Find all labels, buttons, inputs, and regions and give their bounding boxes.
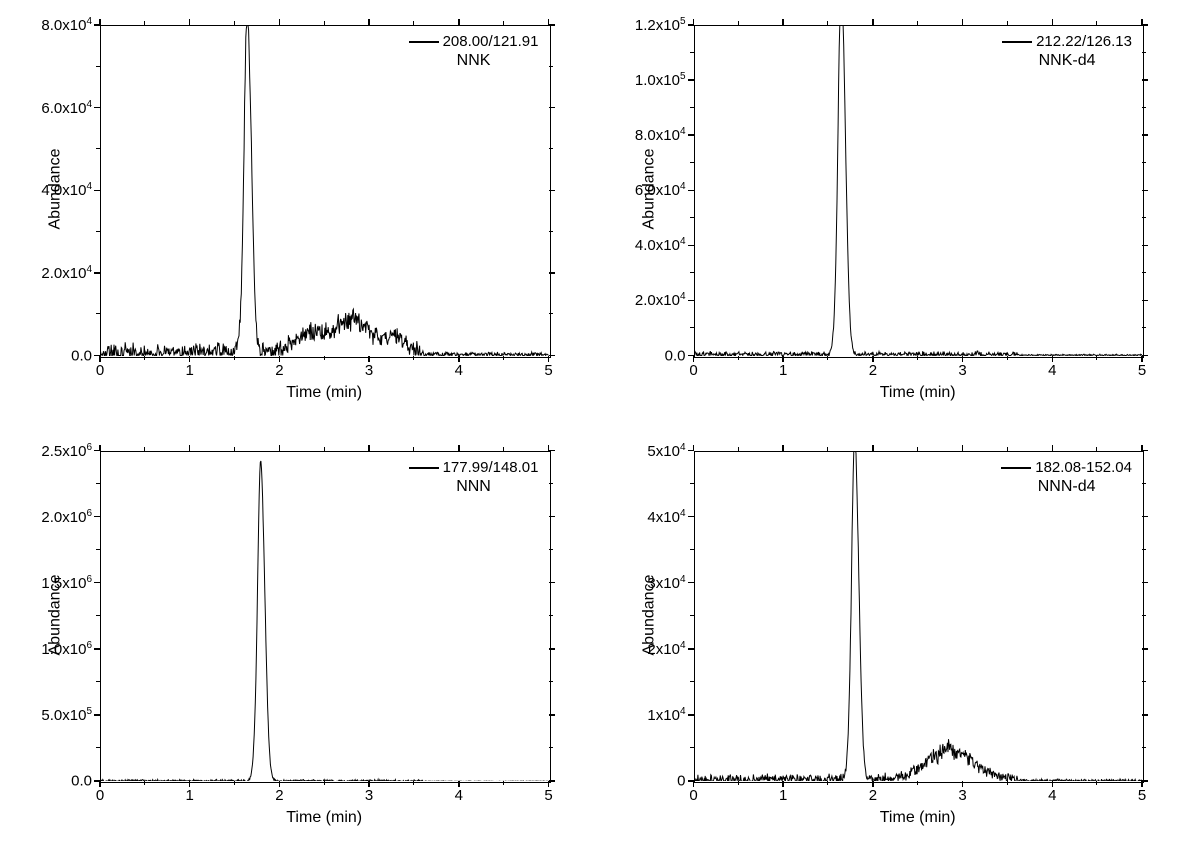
xlabel: Time (min) [880, 384, 956, 402]
panel-nnk: 0123450.02.0x1044.0x1046.0x1048.0x104Abu… [10, 10, 564, 416]
ytick-label: 1x104 [616, 706, 686, 724]
ytick-label: 5.0x105 [22, 706, 92, 724]
ytick-label: 0 [616, 773, 686, 790]
xtick-label: 4 [1048, 787, 1056, 804]
xtick-label: 5 [1138, 362, 1146, 379]
ytick-label: 0.0 [22, 347, 92, 364]
xtick-label: 1 [779, 362, 787, 379]
xtick-label: 3 [958, 787, 966, 804]
panel-nnn: 0123450.05.0x1051.0x1061.5x1062.0x1062.5… [10, 436, 564, 842]
ylabel: Abundance [640, 574, 658, 655]
xtick-label: 4 [455, 787, 463, 804]
ytick-label: 2.5x106 [22, 442, 92, 460]
xtick-label: 1 [186, 787, 194, 804]
ytick-label: 0.0 [22, 773, 92, 790]
ytick-label: 0.0 [616, 347, 686, 364]
xtick-label: 5 [544, 787, 552, 804]
xlabel: Time (min) [286, 809, 362, 827]
xlabel: Time (min) [880, 809, 956, 827]
panel-nnn-d4: 01234501x1042x1043x1044x1045x104Abundanc… [604, 436, 1158, 842]
ytick-label: 4.0x104 [616, 236, 686, 254]
xlabel: Time (min) [286, 384, 362, 402]
ytick-label: 2.0x104 [616, 291, 686, 309]
xtick-label: 3 [958, 362, 966, 379]
xtick-label: 5 [544, 362, 552, 379]
xtick-label: 3 [365, 787, 373, 804]
xtick-label: 4 [455, 362, 463, 379]
chart-grid: 0 1 2 3 4 5 0.0 2.0x104 4.0x104 6.0x104 8.0x104 Abu… [0, 0, 1177, 851]
xtick-label: 5 [1138, 787, 1146, 804]
xtick-label: 2 [275, 362, 283, 379]
ytick-label: 1.2x105 [616, 16, 686, 34]
ytick-label: 8.0x104 [616, 126, 686, 144]
xtick-label: 4 [1048, 362, 1056, 379]
ytick-label: 2.0x106 [22, 508, 92, 526]
xtick-label: 3 [365, 362, 373, 379]
xtick-label: 1 [186, 362, 194, 379]
ytick-label: 6.0x104 [22, 99, 92, 117]
ytick-label: 4x104 [616, 508, 686, 526]
ytick-label: 5x104 [616, 442, 686, 460]
chromatogram-trace [694, 451, 1143, 782]
chromatogram-trace [694, 25, 1143, 356]
panel-nnk-d4: 0123450.02.0x1044.0x1046.0x1048.0x1041.0… [604, 10, 1158, 416]
ytick-label: 1.0x105 [616, 71, 686, 89]
xtick-label: 0 [689, 787, 697, 804]
ytick-label: 2.0x104 [22, 264, 92, 282]
chromatogram-trace [100, 25, 549, 356]
xtick-label: 1 [779, 787, 787, 804]
ylabel: Abundance [46, 574, 64, 655]
ytick-label: 8.0x104 [22, 16, 92, 34]
xtick-label: 0 [96, 787, 104, 804]
xtick-label: 2 [869, 362, 877, 379]
ylabel: Abundance [640, 149, 658, 230]
xtick-label: 0 [96, 362, 104, 379]
xtick-label: 2 [869, 787, 877, 804]
xtick-label: 0 [689, 362, 697, 379]
chromatogram-trace [100, 451, 549, 782]
xtick-label: 2 [275, 787, 283, 804]
ylabel: Abundance [46, 149, 64, 230]
